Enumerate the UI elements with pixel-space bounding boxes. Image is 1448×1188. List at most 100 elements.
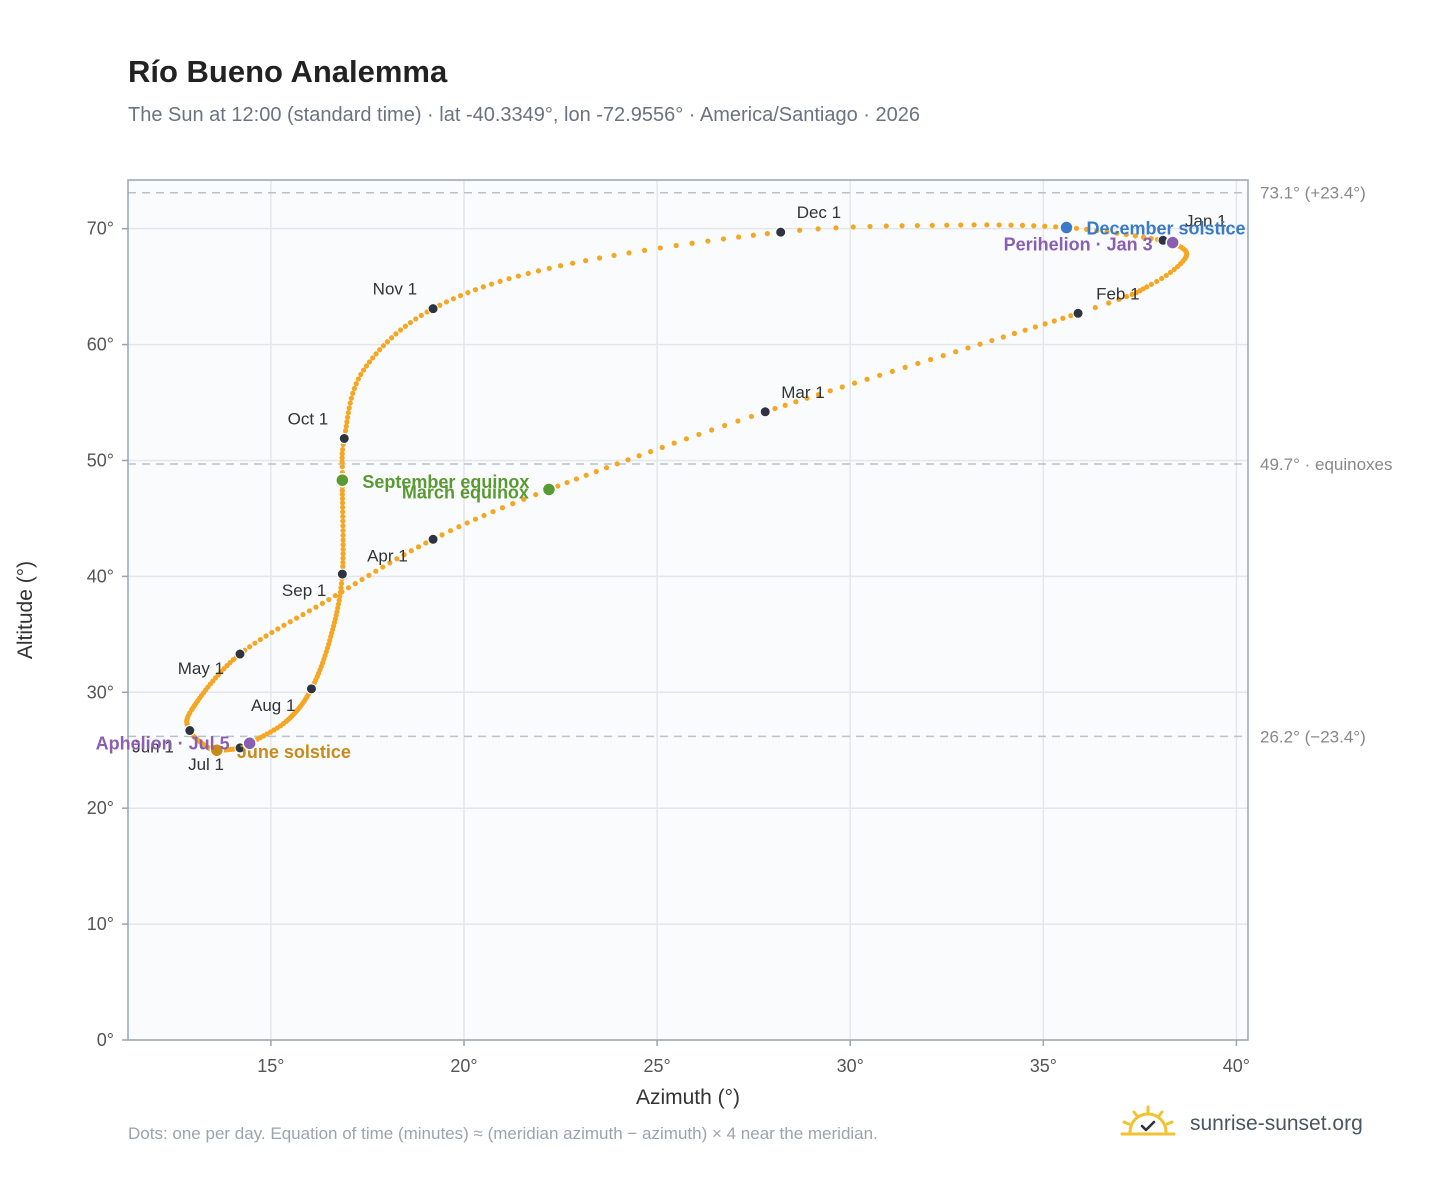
x-tick-label: 40° [1223, 1056, 1250, 1076]
day-dot [1123, 231, 1129, 238]
plot-frame [127, 179, 1249, 1041]
day-dot [1008, 222, 1014, 228]
day-dot [722, 422, 728, 429]
day-dot [377, 347, 383, 353]
day-dot [1159, 275, 1165, 282]
month-label: Jun 1 [132, 738, 174, 757]
day-dot [583, 472, 589, 478]
day-dot [387, 560, 393, 566]
day-dot [772, 405, 778, 412]
day-dot [1042, 223, 1048, 229]
month-label: Mar 1 [781, 383, 824, 402]
month-marker [336, 568, 348, 580]
y-tick-label: 70° [87, 219, 114, 239]
y-tick-label: 60° [87, 335, 114, 355]
day-dot [499, 505, 506, 511]
day-dot [647, 449, 654, 455]
day-dot [397, 327, 404, 333]
day-dot [1068, 313, 1074, 319]
day-dot [851, 380, 858, 386]
day-dot [596, 255, 603, 261]
day-dot [380, 564, 386, 570]
day-dot [1019, 222, 1026, 228]
day-dot [351, 385, 357, 392]
day-dot [899, 223, 905, 229]
day-dot [340, 509, 346, 515]
axis-ticks: 15° 20° 25° 30° 35° 40° 0° 10° 20° 30° 40° 50° 60° 70… [87, 219, 1250, 1076]
reference-line-label: 49.7° · equinoxes [1260, 455, 1393, 474]
day-dot [965, 345, 971, 351]
day-dot [480, 284, 486, 290]
day-dot [1163, 272, 1169, 279]
day-dot [346, 405, 352, 411]
day-dot [958, 222, 964, 228]
day-dot [340, 504, 346, 510]
day-dot [373, 351, 379, 357]
reference-line-label: 73.1° (+23.4°) [1260, 184, 1366, 203]
sun-logo-icon [1120, 1105, 1176, 1136]
day-dot [336, 597, 342, 603]
reference-lines: 73.1° (+23.4°) 49.7° · equinoxes 26.2° (−2… [128, 184, 1393, 746]
day-dot [1114, 230, 1120, 236]
day-dot [338, 585, 344, 591]
event-marker [1059, 220, 1074, 235]
day-dot [689, 240, 695, 246]
day-dot [515, 273, 522, 279]
month-marker [234, 648, 246, 660]
day-dot [481, 512, 487, 519]
day-dot [339, 487, 345, 494]
day-dot [423, 540, 429, 546]
day-dot [300, 611, 306, 618]
day-dot [944, 222, 950, 228]
day-dot [340, 523, 346, 529]
day-dot [1092, 304, 1098, 311]
day-dot [927, 356, 934, 363]
day-dot [804, 395, 810, 401]
month-marker [775, 226, 787, 238]
day-dot [373, 568, 379, 574]
day-dot [1104, 229, 1110, 235]
event-label: March equinox [402, 482, 529, 502]
day-dot [335, 601, 342, 607]
brand[interactable]: sunrise-sunset.org [1120, 1104, 1420, 1144]
day-dot [340, 527, 346, 534]
day-dot [883, 223, 889, 229]
day-dot [247, 644, 253, 650]
month-label: Oct 1 [288, 409, 329, 428]
x-tick-label: 35° [1030, 1056, 1057, 1076]
day-dot [490, 509, 496, 515]
day-dot [340, 532, 346, 538]
day-dot [366, 572, 372, 578]
x-tick-label: 30° [837, 1056, 864, 1076]
day-dot [593, 468, 599, 475]
day-dot [1053, 224, 1059, 230]
day-dot [340, 537, 346, 543]
month-marker [427, 303, 439, 315]
day-dot [408, 548, 414, 554]
day-dot [614, 461, 620, 467]
day-dot [1051, 318, 1057, 324]
day-dot [340, 518, 346, 524]
x-tick-label: 20° [450, 1056, 477, 1076]
day-dot [472, 516, 479, 522]
day-dot [366, 359, 373, 365]
month-marker [338, 432, 350, 444]
day-dot [359, 576, 365, 583]
day-dot [313, 604, 319, 610]
day-dot [1133, 289, 1139, 296]
day-dot [340, 513, 346, 520]
day-dot [583, 258, 589, 264]
day-dot [269, 629, 275, 636]
event-marker [242, 736, 257, 751]
day-dot [339, 459, 345, 465]
day-dot [671, 440, 677, 446]
day-dot [940, 353, 946, 359]
month-markers: Jan 1 Feb 1 Mar 1 Apr 1 May 1 Jun 1 Jul 1 Aug 1… [132, 203, 1226, 774]
day-dot [363, 363, 370, 369]
day-dot [1171, 266, 1177, 273]
day-dot [696, 431, 702, 438]
day-dot [342, 428, 349, 434]
day-dot [332, 593, 338, 599]
day-dot [603, 465, 610, 471]
day-dot [546, 265, 552, 271]
